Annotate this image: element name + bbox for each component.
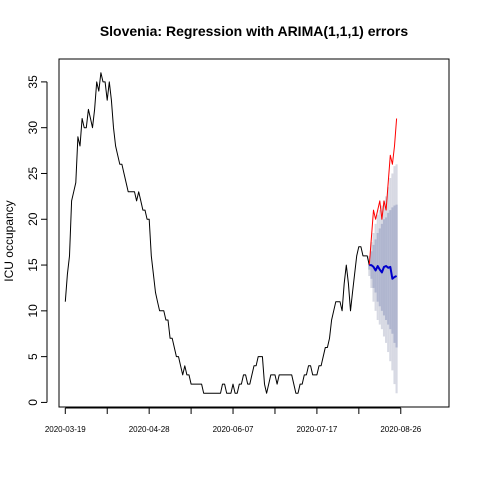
interval-80-bar <box>380 223 383 311</box>
series-line-actual_future <box>368 118 398 266</box>
x-tick-label: 2020-06-07 <box>213 425 254 434</box>
chart-title: Slovenia: Regression with ARIMA(1,1,1) e… <box>100 23 409 39</box>
y-tick-label: 30 <box>26 121 40 135</box>
x-tick-label: 2020-07-17 <box>296 425 337 434</box>
plot-frame <box>58 58 450 408</box>
interval-80-bar <box>374 239 377 293</box>
axes: 0 5 10 15 20 25 30 35 2020-03-19 2020-04-28 2020-0… <box>26 75 422 434</box>
interval-80-bar <box>385 217 388 320</box>
y-tick-label: 25 <box>26 166 40 180</box>
y-tick-label: 15 <box>26 258 40 272</box>
y-tick-label: 5 <box>26 353 40 360</box>
y-tick-label: 35 <box>26 75 40 89</box>
series-line-forecast_mean <box>369 264 398 280</box>
x-tick-label: 2020-04-28 <box>129 425 170 434</box>
x-tick-label: 2020-08-26 <box>380 425 421 434</box>
y-axis-label: ICU occupancy <box>2 200 16 281</box>
plot-area <box>64 72 398 394</box>
interval-80-bar <box>378 228 381 307</box>
interval-80-bar <box>391 207 394 334</box>
y-tick-label: 10 <box>26 304 40 318</box>
x-tick-label: 2020-03-19 <box>45 425 86 434</box>
interval-80-bar <box>393 205 396 343</box>
series-line-observed <box>64 72 370 394</box>
y-tick-label: 20 <box>26 212 40 226</box>
y-tick-label: 0 <box>26 399 40 406</box>
